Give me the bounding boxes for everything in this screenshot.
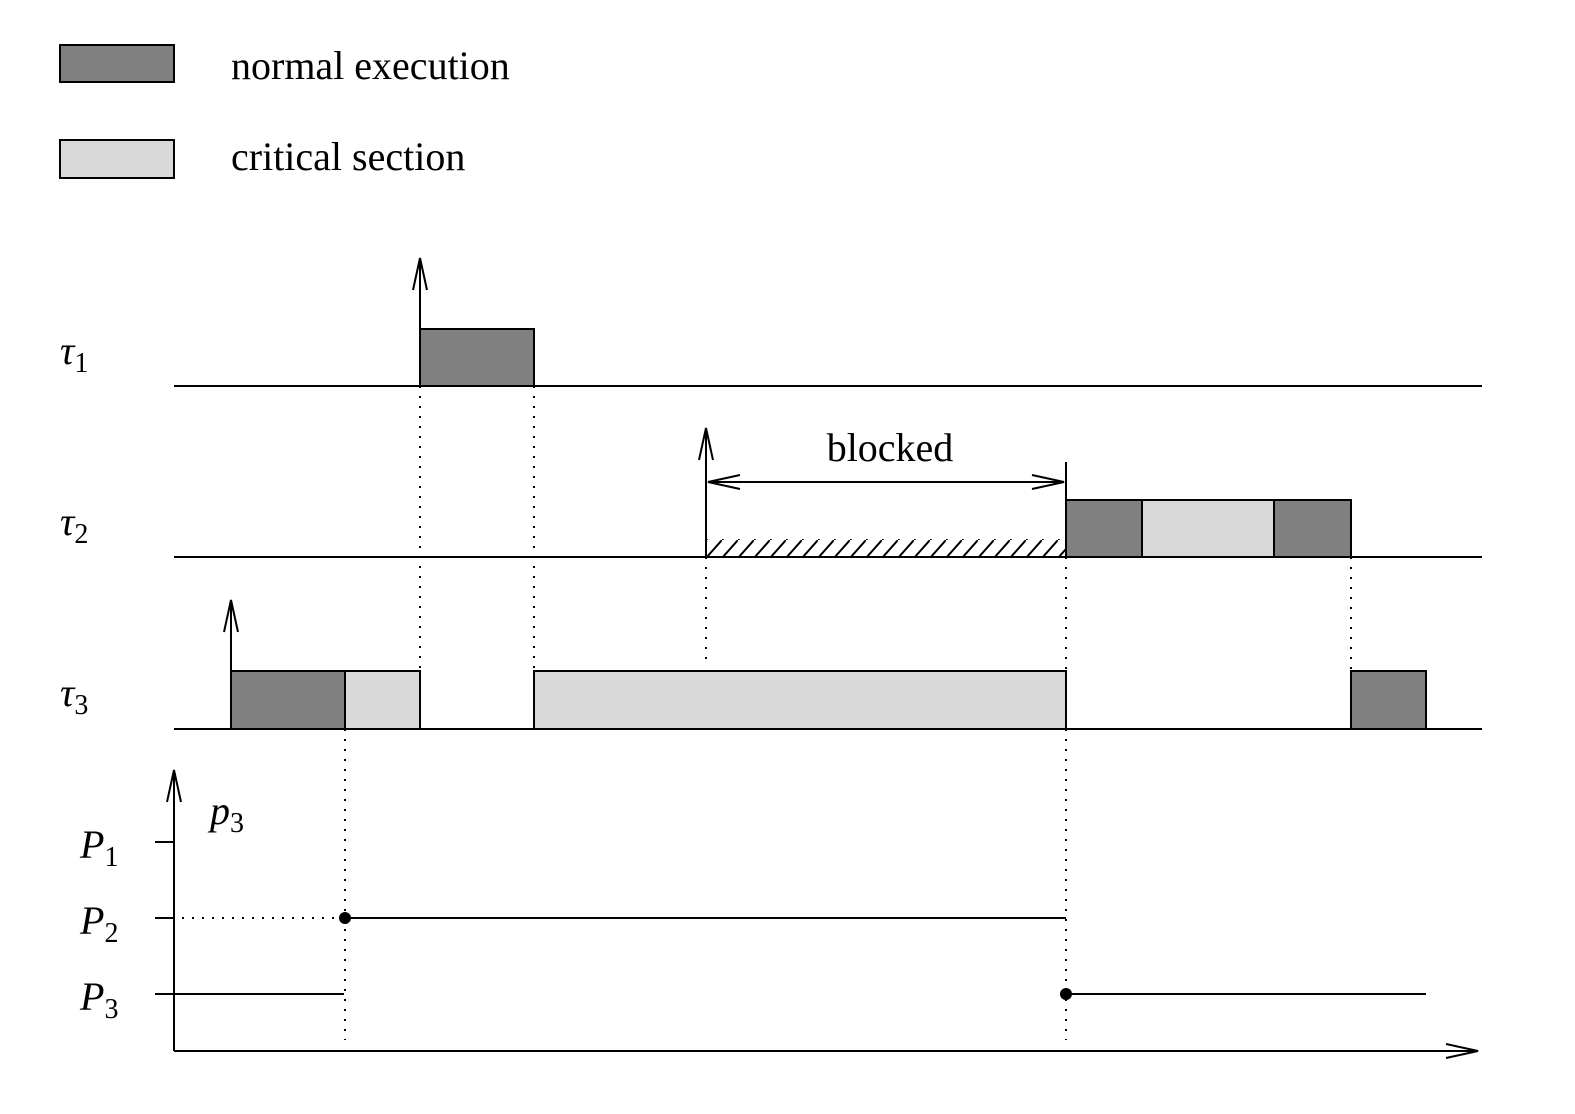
blocked-arrow-head-left — [707, 474, 741, 490]
normal-execution-block — [1273, 499, 1352, 558]
dotted-guides — [182, 386, 1352, 1040]
y-axis-arrow-head — [166, 769, 182, 803]
timeline-tau1 — [174, 257, 1482, 387]
task-label-tau3: τ3 — [60, 670, 88, 721]
critical-section-block — [344, 670, 421, 730]
timeline-tau2: blocked — [174, 425, 1482, 558]
legend-critical-label: critical section — [231, 134, 465, 179]
blocked-hatch — [706, 539, 1066, 557]
x-axis-arrow-head — [1445, 1043, 1479, 1059]
blocked-arrow-head-right — [1031, 474, 1065, 490]
legend: normal execution critical section — [59, 43, 510, 179]
task-label-tau1: τ1 — [60, 328, 88, 379]
priority-axis-label: p3 — [207, 788, 244, 839]
legend-normal-swatch — [59, 44, 175, 83]
priority-plot: p3 P1 P2 P3 — [79, 769, 1479, 1059]
critical-section-block — [533, 670, 1067, 730]
legend-critical-swatch — [59, 139, 175, 179]
normal-execution-block — [1350, 670, 1427, 730]
level-label-P3: P3 — [79, 974, 118, 1025]
critical-section-block — [1141, 499, 1275, 558]
timeline-tau3 — [174, 599, 1482, 730]
release-arrow-head — [698, 427, 714, 461]
release-arrow-head — [223, 599, 239, 633]
blocked-label: blocked — [827, 425, 954, 470]
task-label-tau2: τ2 — [60, 499, 88, 550]
release-arrow-head — [412, 257, 428, 291]
level-label-P1: P1 — [79, 822, 118, 873]
legend-normal-label: normal execution — [231, 43, 510, 88]
normal-execution-block — [1065, 499, 1143, 558]
normal-execution-block — [419, 328, 535, 387]
normal-execution-block — [230, 670, 346, 730]
level-label-P2: P2 — [79, 898, 118, 949]
